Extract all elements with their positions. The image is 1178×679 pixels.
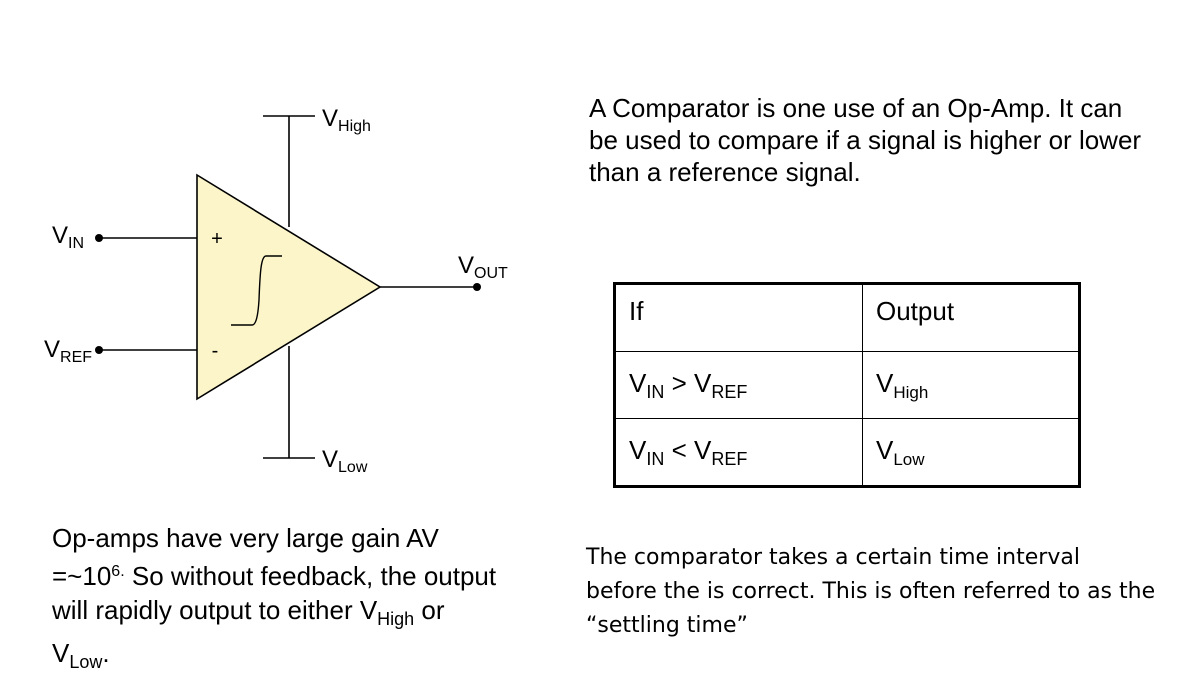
comparator-intro-text: A Comparator is one use of an Op-Amp. It… xyxy=(589,93,1142,187)
comparator-schematic: + - xyxy=(95,115,481,459)
truth-table-header-row: If Output xyxy=(614,283,1080,352)
condition-cell: VIN > VREF xyxy=(614,351,863,419)
vout-label: VOUT xyxy=(458,252,508,282)
condition-cell: VIN < VREF xyxy=(614,418,863,487)
vref-terminal xyxy=(95,346,103,354)
output-cell: VHigh xyxy=(862,351,1080,419)
truth-table: If Output VIN > VREF VHigh VIN < VREF VL… xyxy=(613,282,1081,488)
plus-sign: + xyxy=(211,228,223,250)
opamp-triangle xyxy=(196,173,382,401)
output-cell: VLow xyxy=(862,418,1080,487)
vref-label: VREF xyxy=(44,336,93,366)
settling-time-text: The comparator takes a certain time inte… xyxy=(586,545,1156,638)
vhigh-label: VHigh xyxy=(322,105,371,135)
vout-terminal xyxy=(473,283,481,291)
vin-label: VIN xyxy=(52,222,85,252)
minus-sign: - xyxy=(212,340,219,362)
header-if: If xyxy=(614,283,863,352)
header-output: Output xyxy=(862,283,1080,352)
gain-text: Op-amps have very large gain AV =~106. S… xyxy=(52,523,497,672)
vin-terminal xyxy=(95,234,103,242)
vlow-label: VLow xyxy=(322,446,368,476)
comparator-step-symbol xyxy=(231,255,282,326)
truth-table-row: VIN < VREF VLow xyxy=(614,418,1080,487)
truth-table-row: VIN > VREF VHigh xyxy=(614,351,1080,419)
